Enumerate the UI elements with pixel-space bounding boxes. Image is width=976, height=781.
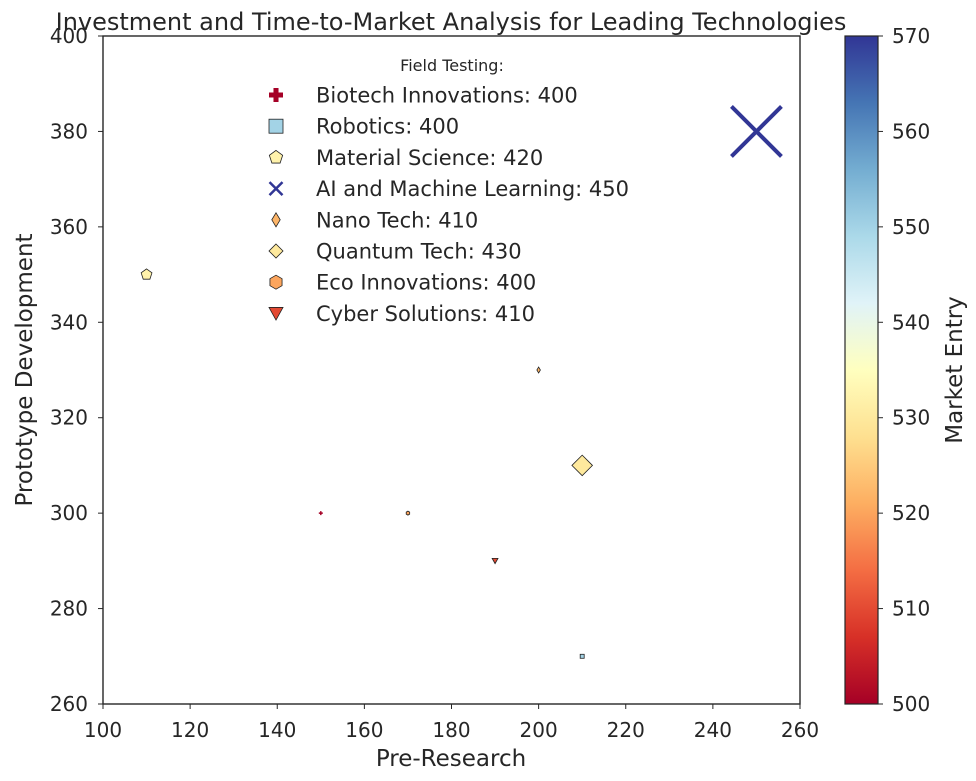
legend-item: Nano Tech: 410	[271, 208, 478, 232]
colorbar-tick-label: 510	[892, 597, 930, 621]
x-tick-label: 100	[84, 718, 122, 742]
y-tick-label: 320	[50, 406, 88, 430]
legend-item: Eco Innovations: 400	[269, 271, 536, 295]
data-point	[491, 557, 499, 565]
legend-item: Biotech Innovations: 400	[269, 84, 578, 108]
colorbar-tick-label: 540	[892, 310, 930, 334]
colorbar-tick-label: 530	[892, 406, 930, 430]
legend-label: Robotics: 400	[316, 115, 459, 139]
chart-title: Investment and Time-to-Market Analysis f…	[56, 8, 847, 36]
data-point	[140, 268, 153, 280]
legend-marker	[269, 274, 283, 290]
x-tick-label: 220	[607, 718, 645, 742]
data-point	[405, 510, 411, 516]
legend-label: Cyber Solutions: 410	[316, 302, 535, 326]
legend-marker	[268, 149, 284, 164]
y-axis-ticks: 260 280 300 320 340 360 380 400	[50, 24, 103, 716]
legend-item: Material Science: 420	[268, 146, 543, 170]
y-tick-label: 260	[50, 692, 88, 716]
data-point	[318, 511, 323, 516]
legend-label: Material Science: 420	[316, 146, 543, 170]
colorbar-tick-label: 500	[892, 692, 930, 716]
y-tick-label: 400	[50, 24, 88, 48]
y-axis-label: Prototype Development	[12, 233, 38, 506]
y-tick-label: 340	[50, 310, 88, 334]
x-tick-label: 200	[520, 718, 558, 742]
x-axis-label: Pre-Research	[376, 746, 526, 772]
colorbar-tick-label: 550	[892, 215, 930, 239]
data-point	[571, 454, 594, 477]
legend-item: Robotics: 400	[268, 115, 459, 139]
x-tick-label: 140	[258, 718, 296, 742]
y-tick-label: 380	[50, 119, 88, 143]
legend-item: Quantum Tech: 430	[268, 240, 522, 264]
x-axis-ticks: 100 120 140 160 180 200 220 240 260	[84, 704, 819, 742]
legend-label: AI and Machine Learning: 450	[316, 177, 629, 201]
data-point	[730, 105, 783, 158]
legend-marker	[268, 118, 284, 134]
data-point	[579, 653, 585, 659]
y-tick-label: 360	[50, 215, 88, 239]
legend-label: Biotech Innovations: 400	[316, 84, 578, 108]
data-point	[536, 366, 541, 374]
x-tick-label: 120	[171, 718, 209, 742]
legend-title: Field Testing:	[400, 56, 504, 75]
colorbar-label: Market Entry	[942, 296, 968, 444]
legend: Field Testing: Biotech Innovations: 400 R…	[268, 56, 629, 326]
legend-marker	[268, 181, 284, 196]
x-tick-label: 240	[694, 718, 732, 742]
colorbar-tick-label: 560	[892, 119, 930, 143]
data-points	[140, 105, 783, 659]
x-tick-label: 260	[781, 718, 819, 742]
colorbar-tick-label: 520	[892, 501, 930, 525]
legend-item: Cyber Solutions: 410	[268, 302, 535, 326]
legend-marker	[268, 307, 284, 321]
legend-marker	[269, 88, 283, 102]
colorbar-tick-label: 570	[892, 24, 930, 48]
colorbar: 500 510 520 530 540 550 560 570 Market Entry	[844, 24, 968, 716]
legend-marker	[268, 243, 284, 259]
x-tick-label: 160	[345, 718, 383, 742]
legend-label: Eco Innovations: 400	[316, 271, 536, 295]
legend-marker	[271, 212, 281, 228]
legend-label: Quantum Tech: 430	[316, 240, 522, 264]
legend-label: Nano Tech: 410	[316, 208, 478, 232]
y-tick-label: 280	[50, 597, 88, 621]
x-tick-label: 180	[432, 718, 470, 742]
colorbar-gradient	[844, 35, 879, 705]
legend-item: AI and Machine Learning: 450	[268, 177, 629, 201]
y-tick-label: 300	[50, 501, 88, 525]
